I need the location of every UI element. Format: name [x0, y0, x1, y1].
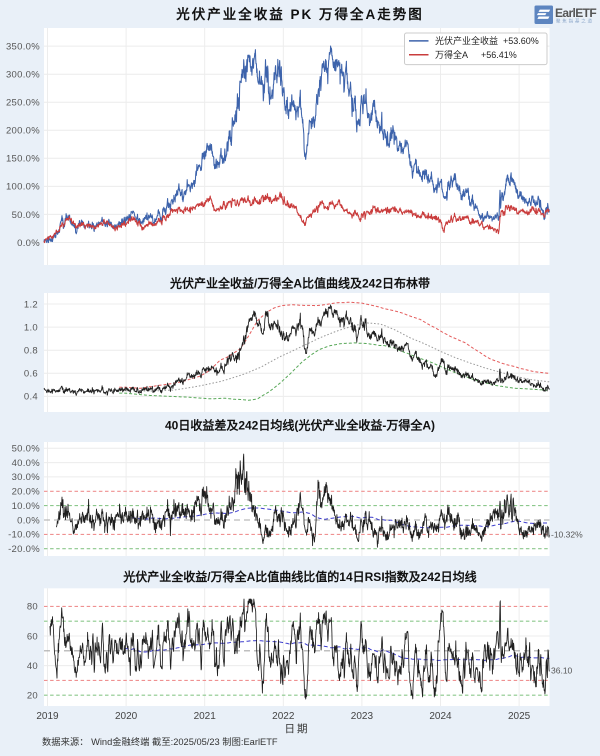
svg-text:+56.41%: +56.41% [481, 50, 517, 60]
svg-text:0.0%: 0.0% [17, 515, 40, 526]
svg-text:-10.32%: -10.32% [551, 530, 583, 540]
svg-text:聚焦指基之道: 聚焦指基之道 [556, 18, 594, 25]
svg-text:光伏产业全收益 PK 万得全A走势图: 光伏产业全收益 PK 万得全A走势图 [175, 6, 424, 22]
svg-text:光伏产业全收益/万得全A比值曲线比值的14日RSI指数及24: 光伏产业全收益/万得全A比值曲线比值的14日RSI指数及242日均线 [122, 569, 476, 584]
svg-text:2024: 2024 [429, 711, 452, 722]
svg-text:10.0%: 10.0% [12, 501, 41, 512]
svg-text:2019: 2019 [36, 711, 59, 722]
svg-text:0.6: 0.6 [24, 369, 38, 380]
svg-text:+53.60%: +53.60% [503, 36, 539, 46]
svg-text:40日收益差及242日均线(光伏产业全收益-万得全A): 40日收益差及242日均线(光伏产业全收益-万得全A) [165, 418, 435, 433]
svg-text:40.0%: 40.0% [12, 458, 41, 469]
svg-text:20.0%: 20.0% [12, 487, 41, 498]
svg-text:40: 40 [27, 661, 38, 672]
svg-text:60: 60 [27, 631, 38, 642]
svg-text:36.10: 36.10 [551, 666, 573, 676]
svg-text:0.4: 0.4 [24, 392, 38, 403]
svg-text:EarlETF: EarlETF [555, 6, 596, 20]
svg-text:数据来源： Wind金融终端 截至:2025/05/23: 数据来源： Wind金融终端 截至:2025/05/23 制图:EarlETF [42, 736, 278, 747]
svg-text:日期: 日期 [285, 723, 310, 735]
svg-text:2020: 2020 [115, 711, 138, 722]
svg-text:80: 80 [27, 602, 38, 613]
svg-text:50.0%: 50.0% [12, 444, 41, 455]
svg-text:1.0: 1.0 [24, 322, 38, 333]
svg-text:20: 20 [27, 691, 38, 702]
svg-text:50.0%: 50.0% [12, 210, 41, 221]
svg-text:2022: 2022 [272, 711, 295, 722]
svg-text:0.0%: 0.0% [17, 238, 40, 249]
svg-text:万得全A: 万得全A [435, 49, 468, 60]
svg-text:0.8: 0.8 [24, 346, 38, 357]
svg-text:300.0%: 300.0% [6, 70, 40, 81]
svg-text:2025: 2025 [508, 711, 531, 722]
svg-text:150.0%: 150.0% [6, 154, 40, 165]
svg-text:-20.0%: -20.0% [8, 544, 40, 555]
svg-text:30.0%: 30.0% [12, 472, 41, 483]
svg-text:2021: 2021 [194, 711, 217, 722]
svg-text:100.0%: 100.0% [6, 182, 40, 193]
svg-text:250.0%: 250.0% [6, 98, 40, 109]
svg-text:光伏产业全收益/万得全A比值曲线及242日布林带: 光伏产业全收益/万得全A比值曲线及242日布林带 [169, 276, 430, 291]
svg-text:350.0%: 350.0% [6, 41, 40, 52]
svg-text:200.0%: 200.0% [6, 126, 40, 137]
svg-text:-10.0%: -10.0% [8, 530, 40, 541]
svg-text:2023: 2023 [351, 711, 374, 722]
svg-text:光伏产业全收益: 光伏产业全收益 [435, 35, 498, 46]
svg-text:1.2: 1.2 [24, 299, 38, 310]
